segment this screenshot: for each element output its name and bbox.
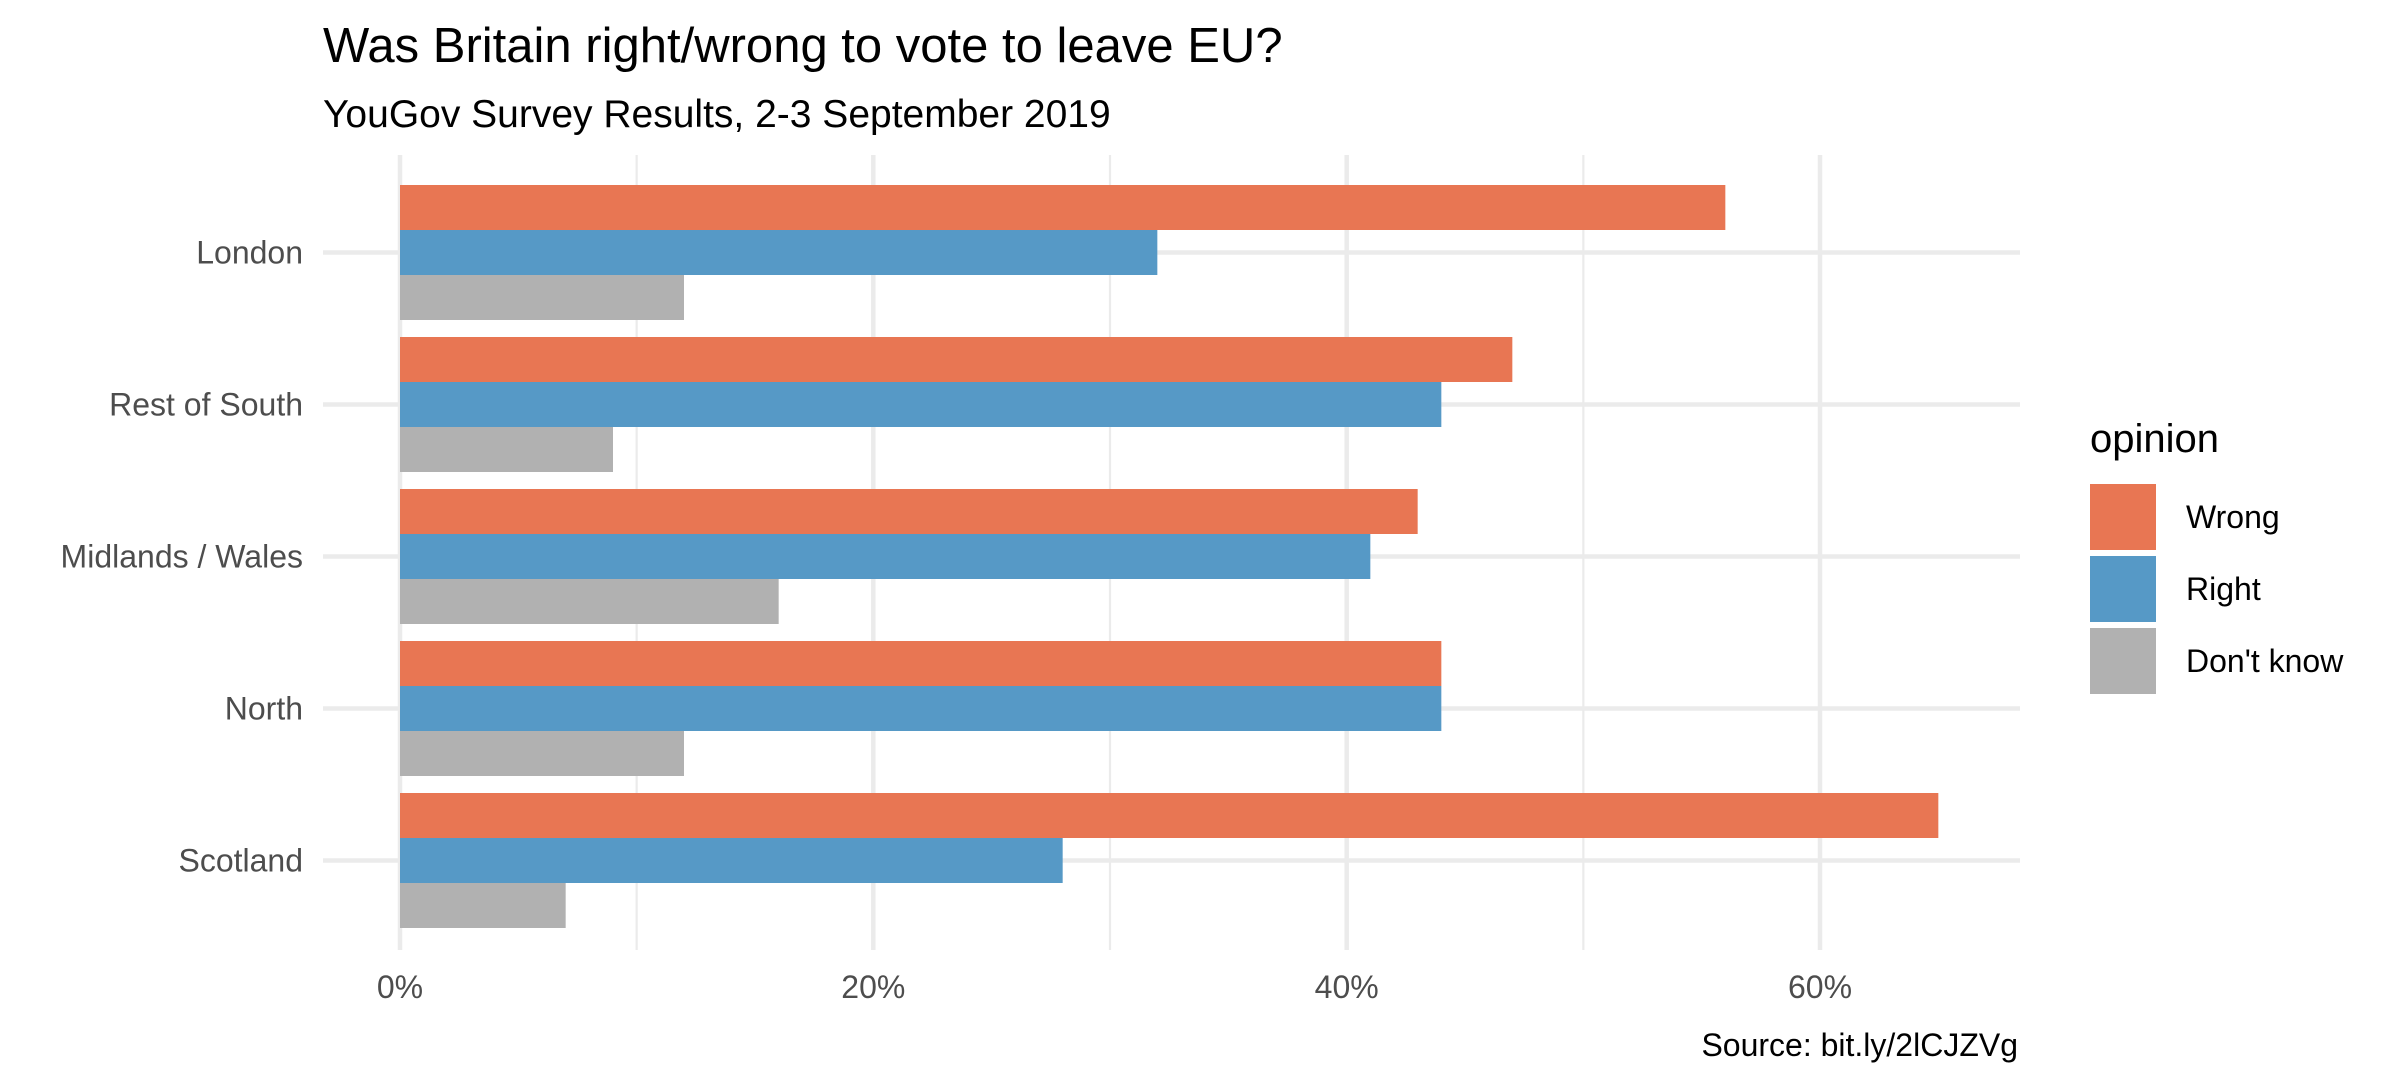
chart-caption: Source: bit.ly/2lCJZVg — [1701, 1027, 2018, 1063]
legend: opinion Wrong Right Don't know — [2090, 417, 2344, 694]
bar-london-right — [400, 230, 1158, 275]
bar-rest-of-south-don-t-know — [400, 427, 613, 472]
legend-label-don-t-know: Don't know — [2186, 643, 2344, 679]
chart-title: Was Britain right/wrong to vote to leave… — [323, 19, 1283, 73]
bar-london-don-t-know — [400, 275, 684, 320]
bar-scotland-don-t-know — [400, 883, 566, 928]
bar-north-right — [400, 686, 1442, 731]
bar-scotland-right — [400, 838, 1063, 883]
x-tick-label: 40% — [1315, 969, 1379, 1005]
bar-london-wrong — [400, 185, 1726, 230]
bar-north-wrong — [400, 641, 1442, 686]
category-label: London — [196, 235, 303, 271]
legend-label-right: Right — [2186, 571, 2261, 607]
legend-swatch-wrong — [2090, 484, 2156, 550]
legend-title: opinion — [2090, 417, 2219, 461]
category-label: Rest of South — [109, 387, 303, 423]
bar-midlands-wales-don-t-know — [400, 579, 779, 624]
legend-label-wrong: Wrong — [2186, 499, 2280, 535]
x-axis-tick-labels: 0% 20% 40% 60% — [377, 969, 1852, 1005]
chart-subtitle: YouGov Survey Results, 2-3 September 201… — [323, 93, 1111, 136]
x-tick-label: 0% — [377, 969, 423, 1005]
x-tick-label: 20% — [841, 969, 905, 1005]
bar-rest-of-south-wrong — [400, 337, 1513, 382]
category-label: Midlands / Wales — [61, 539, 303, 575]
legend-swatch-don-t-know — [2090, 628, 2156, 694]
x-tick-label: 60% — [1788, 969, 1852, 1005]
bar-north-don-t-know — [400, 731, 684, 776]
legend-swatch-right — [2090, 556, 2156, 622]
category-label: North — [225, 691, 303, 727]
bars — [400, 185, 1939, 928]
bar-rest-of-south-right — [400, 382, 1442, 427]
bar-scotland-wrong — [400, 793, 1939, 838]
bar-midlands-wales-wrong — [400, 489, 1418, 534]
category-label: Scotland — [178, 843, 303, 879]
bar-midlands-wales-right — [400, 534, 1371, 579]
category-labels: London Rest of South Midlands / Wales North… — [61, 235, 303, 879]
